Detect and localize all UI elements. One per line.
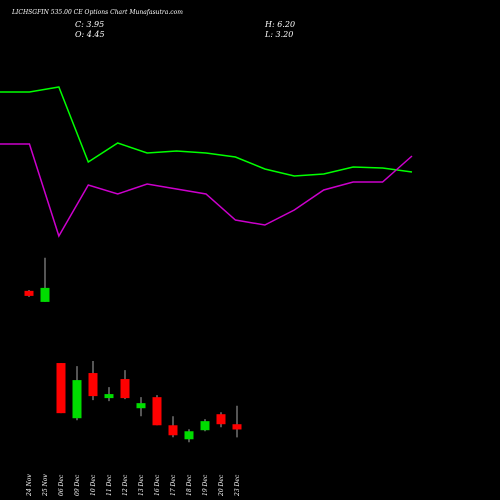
x-tick-label: 09 Dec (74, 474, 81, 496)
close-label: C: 3.95 (75, 20, 104, 29)
candle-body (168, 425, 178, 436)
x-tick-label: 06 Dec (58, 474, 65, 496)
x-tick-label: 16 Dec (154, 474, 161, 496)
indicator-line (0, 143, 413, 238)
candle-body (88, 373, 98, 397)
indicator-line (0, 86, 413, 177)
x-tick-label: 20 Dec (218, 474, 225, 497)
x-tick-label: 10 Dec (90, 474, 97, 496)
x-tick-label: 19 Dec (202, 474, 209, 496)
x-tick-label: 13 Dec (138, 474, 145, 496)
candle-body (120, 379, 130, 399)
x-tick-label: 23 Dec (234, 474, 241, 497)
candle-body (104, 394, 114, 399)
x-tick-label: 25 Nov (42, 474, 49, 497)
x-tick-label: 12 Dec (122, 474, 129, 496)
open-label: O: 4.45 (75, 30, 105, 39)
x-tick-label: 11 Dec (106, 474, 113, 496)
high-label: H: 6.20 (264, 20, 295, 29)
chart-title: LICHSGFIN 535.00 CE Options Chart Munafa… (11, 9, 183, 16)
candle-body (216, 414, 226, 425)
candle-body (232, 424, 242, 430)
x-tick-label: 24 Nov (26, 474, 33, 497)
candle-body (152, 397, 162, 426)
x-tick-label: 17 Dec (170, 474, 177, 496)
candle-body (24, 290, 34, 296)
candle-body (136, 403, 146, 409)
x-tick-label: 18 Dec (186, 474, 193, 496)
candle-body (184, 431, 194, 440)
low-label: L: 3.20 (264, 30, 293, 39)
candle-body (200, 421, 210, 431)
candle-body (72, 380, 82, 419)
candle-body (56, 363, 66, 414)
candle-body (40, 287, 50, 302)
